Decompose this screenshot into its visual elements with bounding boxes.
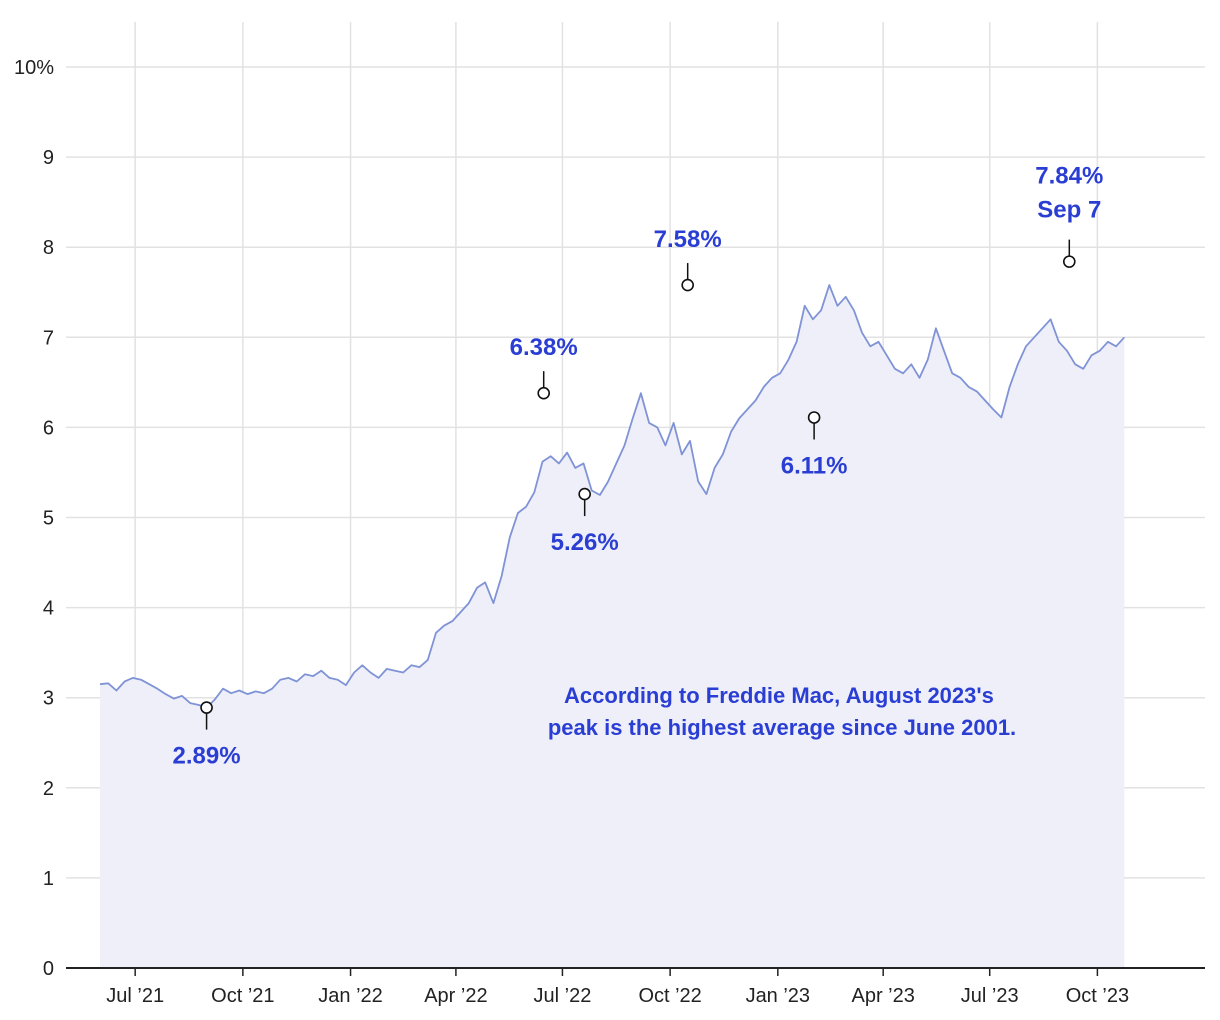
callout-annotations: 2.89% 6.38% 5.26% 7.58% 6.11% 7.84% Sep 7: [173, 163, 1104, 770]
y-tick-label: 5: [43, 508, 54, 530]
y-tick-label: 8: [43, 237, 54, 259]
callout-label: 5.26%: [551, 529, 619, 556]
y-tick-label: 2: [43, 778, 54, 800]
callout-6.38%: 6.38%: [510, 334, 578, 400]
y-tick-label: 1: [43, 868, 54, 890]
note-line-1: According to Freddie Mac, August 2023's: [564, 683, 994, 708]
x-tick-label: Jul ’21: [106, 985, 164, 1007]
x-tick-label: Jan ’23: [746, 985, 811, 1007]
y-tick-label: 3: [43, 688, 54, 710]
freddie-mac-note: According to Freddie Mac, August 2023's …: [548, 683, 1016, 740]
rate-area-fill: [100, 285, 1125, 968]
y-tick-label: 9: [43, 147, 54, 169]
callout-marker: [537, 386, 551, 400]
callout-6.11%: 6.11%: [781, 411, 848, 479]
callout-7.84%: 7.84% Sep 7: [1035, 163, 1103, 268]
callout-label: 6.38%: [510, 334, 578, 361]
rate-series-line: [99, 284, 1125, 709]
y-tick-label: 10%: [14, 57, 54, 79]
note-line-2: peak is the highest average since June 2…: [548, 715, 1016, 740]
y-tick-label: 7: [43, 327, 54, 349]
callout-7.58%: 7.58%: [654, 226, 722, 292]
callout-label: 2.89%: [173, 743, 241, 770]
y-tick-label: 0: [43, 958, 54, 980]
x-tick-label: Oct ’22: [638, 985, 701, 1007]
callout-marker: [681, 278, 694, 292]
callout-marker: [200, 701, 213, 714]
callout-label: 6.11%: [781, 452, 848, 479]
callout-sublabel: Sep 7: [1037, 197, 1101, 224]
callout-marker: [807, 411, 821, 424]
callout-2.89%: 2.89%: [173, 701, 241, 770]
x-tick-label: Jan ’22: [318, 985, 383, 1007]
x-tick-label: Jul ’22: [534, 985, 592, 1007]
x-tick-label: Oct ’23: [1066, 985, 1129, 1007]
y-tick-label: 4: [43, 598, 54, 620]
y-tick-label: 6: [43, 417, 54, 439]
x-tick-label: Apr ’23: [851, 985, 914, 1007]
x-tick-label: Oct ’21: [211, 985, 274, 1007]
callout-label: 7.58%: [654, 226, 722, 253]
callout-marker: [1062, 255, 1076, 268]
x-tick-label: Apr ’22: [424, 985, 487, 1007]
y-axis-tick-labels: 0 1 2 3 4 5 6 7 8 9 10%: [14, 57, 54, 980]
callout-marker: [578, 487, 591, 501]
callout-5.26%: 5.26%: [551, 487, 619, 556]
x-axis-tick-labels: Jul ’21 Oct ’21 Jan ’22 Apr ’22 Jul ’22 Oct ’…: [106, 968, 1129, 1007]
callout-label: 7.84%: [1035, 163, 1103, 190]
x-tick-label: Jul ’23: [961, 985, 1019, 1007]
